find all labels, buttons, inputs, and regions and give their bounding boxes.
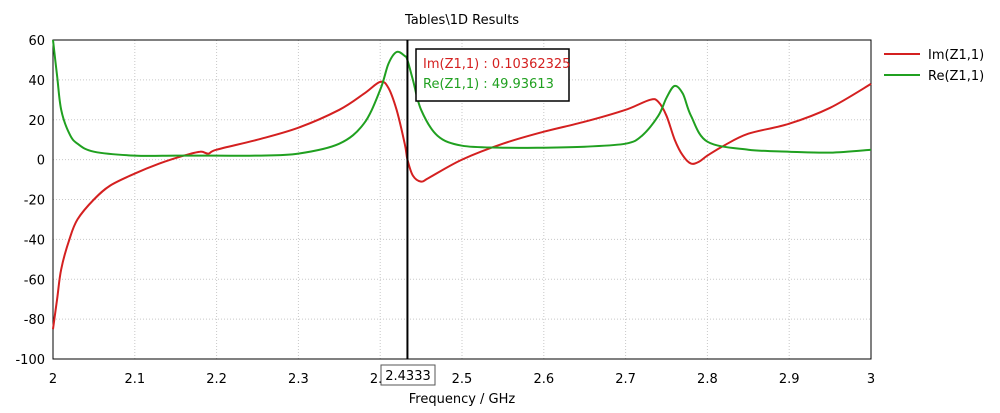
y-tick-label: -60 [24, 273, 45, 288]
x-tick-label: 2.6 [533, 372, 554, 387]
x-tick-label: 2.1 [124, 372, 145, 387]
y-tick-label: 20 [28, 114, 45, 129]
y-tick-label: -100 [15, 353, 45, 368]
series-line-re-z11 [52, 39, 872, 157]
marker-readout-re: Re(Z1,1) : 49.93613 [423, 77, 554, 92]
y-tick-label: -80 [24, 313, 45, 328]
legend-label: Im(Z1,1) [928, 48, 984, 63]
marker-group[interactable]: Im(Z1,1) : 0.10362325 Re(Z1,1) : 49.93613… [380, 40, 570, 386]
marker-x-label: 2.4333 [385, 369, 431, 384]
x-tick-label: 3 [867, 372, 875, 387]
x-tick-label: 2.3 [288, 372, 309, 387]
x-tick-label: 2.9 [779, 372, 800, 387]
x-tick-labels: 2 2.1 2.2 2.3 2.4 2.5 2.6 2.7 2.8 2.9 3 [49, 372, 875, 387]
chart-title: Tables\1D Results [404, 13, 519, 28]
y-tick-label: 60 [28, 34, 45, 49]
legend: Im(Z1,1) Re(Z1,1) [884, 48, 984, 84]
marker-x-label-box [380, 364, 436, 386]
y-tick-label: 40 [28, 74, 45, 89]
plot-frame [52, 39, 872, 360]
y-tick-label: -40 [24, 233, 45, 248]
marker-readout-im: Im(Z1,1) : 0.10362325 [423, 57, 570, 72]
x-tick-label: 2 [49, 372, 57, 387]
marker-readout-box [415, 48, 570, 102]
legend-label: Re(Z1,1) [928, 69, 984, 84]
x-tick-label: 2.7 [615, 372, 636, 387]
x-tick-label: 2.5 [452, 372, 473, 387]
y-tick-labels: 60 40 20 0 -20 -40 -60 -80 -100 [15, 34, 45, 368]
y-tick-label: 0 [37, 154, 45, 169]
x-tick-label: 2.2 [206, 372, 227, 387]
x-tick-label: 2.8 [697, 372, 718, 387]
y-tick-label: -20 [24, 194, 45, 209]
x-axis-label: Frequency / GHz [409, 392, 516, 407]
